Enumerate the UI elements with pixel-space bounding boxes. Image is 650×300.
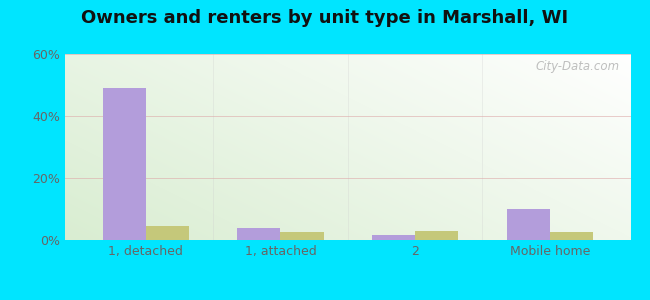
Bar (280, 232, 324, 240)
Bar (146, 226, 189, 240)
Bar (506, 209, 550, 240)
Text: Owners and renters by unit type in Marshall, WI: Owners and renters by unit type in Marsh… (81, 9, 569, 27)
Bar (237, 228, 280, 240)
Bar (415, 231, 458, 240)
Bar (550, 232, 593, 240)
Bar (372, 235, 415, 240)
Bar (103, 88, 146, 240)
Text: City-Data.com: City-Data.com (535, 60, 619, 73)
Legend: Owner occupied units, Renter occupied units: Owner occupied units, Renter occupied un… (165, 299, 530, 300)
